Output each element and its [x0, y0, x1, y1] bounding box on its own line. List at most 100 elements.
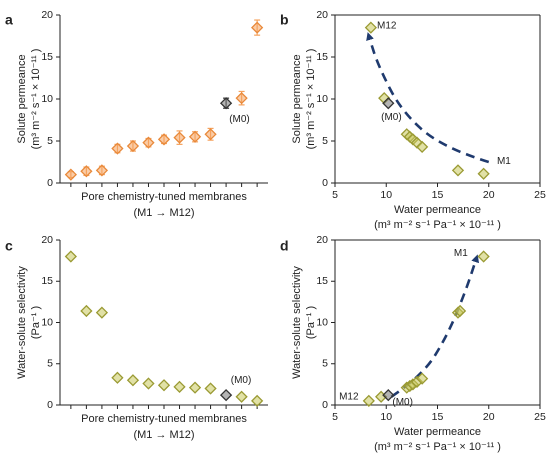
- data-point-m0: [382, 388, 395, 402]
- x-tick-label: 10: [380, 189, 392, 201]
- data-point: [173, 380, 186, 393]
- y-tick-label: 5: [47, 135, 53, 147]
- panel-a: a 0 5 10 15 20 Pore chemistry-tuned membranes (…: [5, 9, 268, 219]
- data-point: [95, 306, 109, 319]
- data-point: [362, 394, 375, 407]
- x-tick-label: 5: [332, 411, 338, 423]
- y-axis-label-units: (m³ m⁻² s⁻¹ × 10⁻¹¹ ): [305, 49, 317, 150]
- data-point: [126, 139, 140, 153]
- data-point: [142, 136, 155, 149]
- x-tick-label: 5: [332, 189, 338, 201]
- x-tick-label: 10: [380, 411, 392, 423]
- panel-letter: d: [280, 237, 289, 253]
- y-tick-label: 0: [322, 177, 328, 189]
- y-tick-label: 0: [322, 399, 328, 411]
- y-axis-label: Solute permeance: [16, 54, 28, 143]
- x-axis-label-units: (M1 → M12): [133, 207, 194, 219]
- x-tick-label: 15: [432, 411, 444, 423]
- y-axis-label-units: (m³ m⁻² s⁻¹ × 10⁻¹¹ ): [30, 49, 42, 150]
- y-axis-label: Water-solute selectivity: [16, 266, 28, 379]
- y-tick-label: 20: [316, 234, 328, 246]
- y-tick-label: 10: [41, 93, 53, 105]
- y-tick-label: 15: [316, 275, 328, 287]
- data-point: [157, 133, 171, 146]
- data-point: [80, 165, 93, 178]
- y-tick-label: 15: [41, 51, 53, 63]
- data-point: [126, 374, 140, 387]
- x-tick-label: 15: [432, 189, 444, 201]
- x-tick-label: 25: [534, 411, 546, 423]
- data-point: [157, 379, 171, 392]
- y-tick-label: 15: [41, 275, 53, 287]
- data-point: [416, 140, 429, 153]
- y-tick-label: 10: [316, 316, 328, 328]
- data-point: [204, 128, 217, 141]
- data-point: [64, 168, 77, 181]
- data-point-m0: [382, 97, 395, 110]
- annotation: (M0): [231, 375, 252, 386]
- y-tick-label: 5: [322, 358, 328, 370]
- x-tick-label: 20: [483, 189, 495, 201]
- data-point: [251, 394, 264, 407]
- data-point: [188, 130, 202, 143]
- y-tick-label: 20: [41, 234, 53, 246]
- x-axis-label-units: (m³ m⁻² s⁻¹ Pa⁻¹ × 10⁻¹¹ ): [374, 441, 501, 453]
- y-tick-label: 0: [47, 177, 53, 189]
- data-point: [235, 390, 248, 403]
- data-point: [64, 250, 77, 263]
- panel-letter: a: [5, 11, 13, 27]
- data-point: [173, 131, 186, 144]
- data-point-m0: [219, 97, 233, 110]
- annotation: M1: [454, 248, 468, 259]
- y-tick-label: 15: [316, 51, 328, 63]
- data-point: [188, 381, 202, 394]
- panel-c: c 0 5 10 15 20 Pore chemistry-tuned membranes (…: [5, 234, 268, 441]
- data-point: [416, 372, 429, 385]
- y-axis-label-units: (Pa⁻¹ ): [30, 306, 42, 339]
- panel-letter: b: [280, 11, 289, 27]
- data-point: [111, 142, 124, 155]
- data-point-m0: [219, 388, 233, 402]
- annotation: M12: [339, 391, 359, 402]
- y-axis-label-units: (Pa⁻¹ ): [305, 306, 317, 339]
- data-point: [477, 250, 490, 263]
- y-tick-label: 20: [316, 9, 328, 21]
- x-tick-label: 25: [534, 189, 546, 201]
- annotation: M12: [377, 21, 397, 32]
- y-tick-label: 10: [41, 316, 53, 328]
- annotation: M1: [497, 156, 511, 167]
- data-point: [364, 21, 377, 34]
- x-axis-label-units: (M1 → M12): [133, 429, 194, 441]
- y-tick-label: 10: [316, 93, 328, 105]
- x-axis-label: Pore chemistry-tuned membranes: [81, 191, 247, 203]
- y-tick-label: 0: [47, 399, 53, 411]
- data-point: [111, 371, 124, 384]
- data-point: [142, 377, 155, 390]
- data-point: [453, 304, 467, 318]
- annotation: (M0): [381, 112, 402, 123]
- data-point: [251, 21, 264, 34]
- y-axis-label: Water-solute selectivity: [291, 266, 303, 379]
- data-point: [204, 382, 217, 395]
- x-axis-label: Water permeance: [394, 426, 481, 438]
- x-axis-label: Water permeance: [394, 204, 481, 216]
- x-axis-label: Pore chemistry-tuned membranes: [81, 413, 247, 425]
- annotation: (M0): [392, 397, 413, 408]
- data-point: [80, 304, 93, 318]
- panel-letter: c: [5, 237, 13, 253]
- annotation: (M0): [229, 114, 250, 125]
- y-tick-label: 20: [41, 9, 53, 21]
- y-tick-label: 5: [322, 135, 328, 147]
- data-point: [95, 164, 109, 177]
- x-axis-label-units: (m³ m⁻² s⁻¹ Pa⁻¹ × 10⁻¹¹ ): [374, 219, 501, 231]
- y-tick-label: 5: [47, 358, 53, 370]
- y-axis-label: Solute permeance: [291, 54, 303, 143]
- data-point: [451, 164, 465, 177]
- data-point: [235, 92, 248, 105]
- x-tick-label: 20: [483, 411, 495, 423]
- trend-arrow: [366, 32, 490, 164]
- trend-arrow: [390, 254, 480, 398]
